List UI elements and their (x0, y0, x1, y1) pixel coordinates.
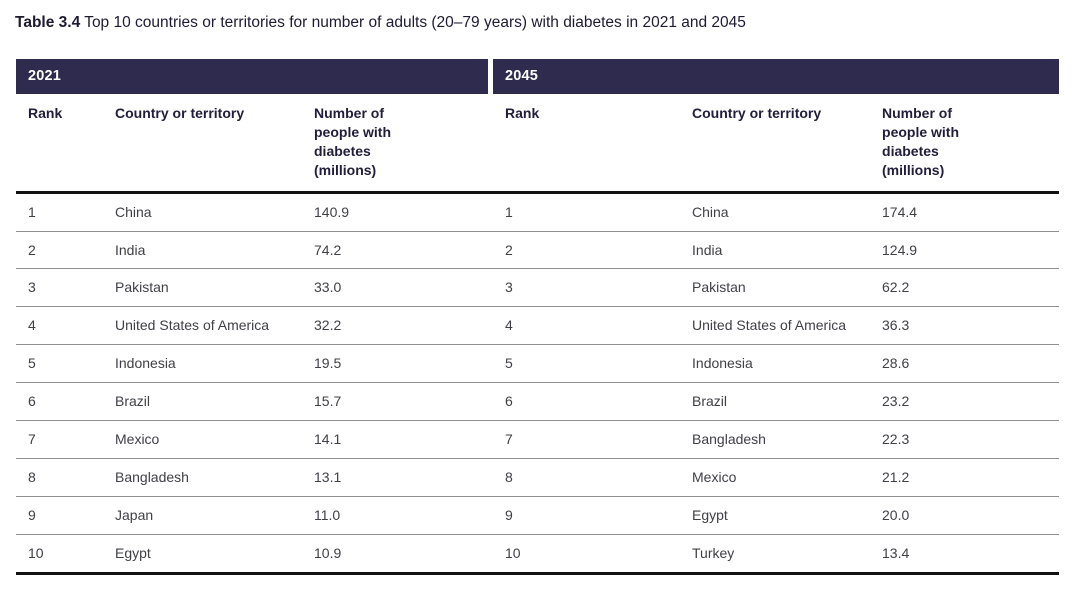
country-cell-2021: Pakistan (103, 268, 302, 308)
column-header-rank-2045: Rank (493, 94, 681, 194)
country-cell-2045: Indonesia (680, 344, 871, 384)
row-gap (488, 192, 494, 232)
rank-cell-2045: 9 (493, 496, 681, 535)
rank-cell-2045: 3 (493, 268, 681, 308)
value-cell-2021: 15.7 (302, 382, 489, 422)
year-band-row: 2021 2045 (16, 59, 1060, 95)
country-cell-2021: Japan (103, 496, 302, 535)
value-cell-2045: 36.3 (870, 306, 1060, 346)
value-cell-2021: 74.2 (302, 231, 489, 270)
rank-cell-2045: 1 (493, 192, 681, 232)
country-cell-2021: Egypt (103, 534, 302, 575)
row-gap (488, 344, 494, 384)
value-cell-2045: 22.3 (870, 420, 1060, 459)
column-header-rank-2021: Rank (16, 94, 103, 194)
diabetes-top10-table: 2021 2045 Rank Country or territory Numb… (16, 59, 1060, 575)
table-row: 5 Indonesia 19.5 5 Indonesia 28.6 (16, 344, 1060, 384)
row-gap (488, 231, 494, 270)
row-gap (488, 496, 494, 535)
country-cell-2045: Egypt (680, 496, 871, 535)
country-cell-2045: Pakistan (680, 268, 871, 308)
country-cell-2021: India (103, 231, 302, 270)
row-gap (488, 382, 494, 422)
rank-cell-2045: 4 (493, 306, 681, 346)
rank-cell-2021: 1 (16, 192, 103, 232)
rank-cell-2045: 5 (493, 344, 681, 384)
country-cell-2045: India (680, 231, 871, 270)
column-header-number-2021: Number of people with diabetes (millions… (302, 94, 489, 194)
country-cell-2021: Bangladesh (103, 458, 302, 497)
value-cell-2021: 11.0 (302, 496, 489, 535)
value-cell-2045: 28.6 (870, 344, 1060, 384)
country-cell-2021: China (103, 192, 302, 232)
header-gap (488, 94, 494, 194)
table-caption-text: Top 10 countries or territories for numb… (84, 14, 746, 31)
table-body: 1 China 140.9 1 China 174.4 2 India 74.2 2 India 12… (16, 192, 1060, 575)
value-cell-2021: 140.9 (302, 192, 489, 232)
band-gap (488, 59, 494, 95)
rank-cell-2021: 4 (16, 306, 103, 346)
value-cell-2045: 62.2 (870, 268, 1060, 308)
rank-cell-2045: 8 (493, 458, 681, 497)
value-cell-2045: 174.4 (870, 192, 1060, 232)
row-gap (488, 420, 494, 459)
column-header-number-2045: Number of people with diabetes (millions… (870, 94, 1060, 194)
rank-cell-2045: 2 (493, 231, 681, 270)
rank-cell-2045: 6 (493, 382, 681, 422)
value-cell-2045: 23.2 (870, 382, 1060, 422)
rank-cell-2021: 7 (16, 420, 103, 459)
country-cell-2045: China (680, 192, 871, 232)
table-caption: Table 3.4 Top 10 countries or territories… (15, 13, 1080, 33)
column-header-row: Rank Country or territory Number of peop… (16, 94, 1060, 194)
value-cell-2021: 14.1 (302, 420, 489, 459)
country-cell-2021: United States of America (103, 306, 302, 346)
value-cell-2045: 21.2 (870, 458, 1060, 497)
rank-cell-2021: 3 (16, 268, 103, 308)
table-row: 9 Japan 11.0 9 Egypt 20.0 (16, 496, 1060, 535)
row-gap (488, 458, 494, 497)
country-cell-2045: United States of America (680, 306, 871, 346)
rank-cell-2021: 5 (16, 344, 103, 384)
country-cell-2021: Brazil (103, 382, 302, 422)
country-cell-2045: Turkey (680, 534, 871, 575)
table-caption-label: Table 3.4 (15, 14, 81, 31)
column-header-country-2021: Country or territory (103, 94, 302, 194)
row-gap (488, 306, 494, 346)
value-cell-2021: 13.1 (302, 458, 489, 497)
rank-cell-2021: 9 (16, 496, 103, 535)
table-row: 3 Pakistan 33.0 3 Pakistan 62.2 (16, 268, 1060, 308)
rank-cell-2021: 8 (16, 458, 103, 497)
rank-cell-2045: 10 (493, 534, 681, 575)
column-header-country-2045: Country or territory (680, 94, 871, 194)
table-row: 4 United States of America 32.2 4 United Sta… (16, 306, 1060, 346)
table-row: 7 Mexico 14.1 7 Bangladesh 22.3 (16, 420, 1060, 459)
rank-cell-2021: 6 (16, 382, 103, 422)
year-band-2045: 2045 (493, 59, 1060, 95)
country-cell-2045: Brazil (680, 382, 871, 422)
value-cell-2021: 32.2 (302, 306, 489, 346)
value-cell-2045: 13.4 (870, 534, 1060, 575)
table-row: 8 Bangladesh 13.1 8 Mexico 21.2 (16, 458, 1060, 497)
rank-cell-2021: 10 (16, 534, 103, 575)
value-cell-2021: 10.9 (302, 534, 489, 575)
value-cell-2021: 19.5 (302, 344, 489, 384)
year-band-2021: 2021 (16, 59, 489, 95)
country-cell-2021: Indonesia (103, 344, 302, 384)
country-cell-2045: Mexico (680, 458, 871, 497)
country-cell-2045: Bangladesh (680, 420, 871, 459)
value-cell-2045: 124.9 (870, 231, 1060, 270)
row-gap (488, 534, 494, 575)
table-row: 2 India 74.2 2 India 124.9 (16, 231, 1060, 270)
table-row: 1 China 140.9 1 China 174.4 (16, 192, 1060, 232)
value-cell-2021: 33.0 (302, 268, 489, 308)
country-cell-2021: Mexico (103, 420, 302, 459)
rank-cell-2045: 7 (493, 420, 681, 459)
rank-cell-2021: 2 (16, 231, 103, 270)
table-row: 6 Brazil 15.7 6 Brazil 23.2 (16, 382, 1060, 422)
value-cell-2045: 20.0 (870, 496, 1060, 535)
row-gap (488, 268, 494, 308)
table-row: 10 Egypt 10.9 10 Turkey 13.4 (16, 534, 1060, 575)
